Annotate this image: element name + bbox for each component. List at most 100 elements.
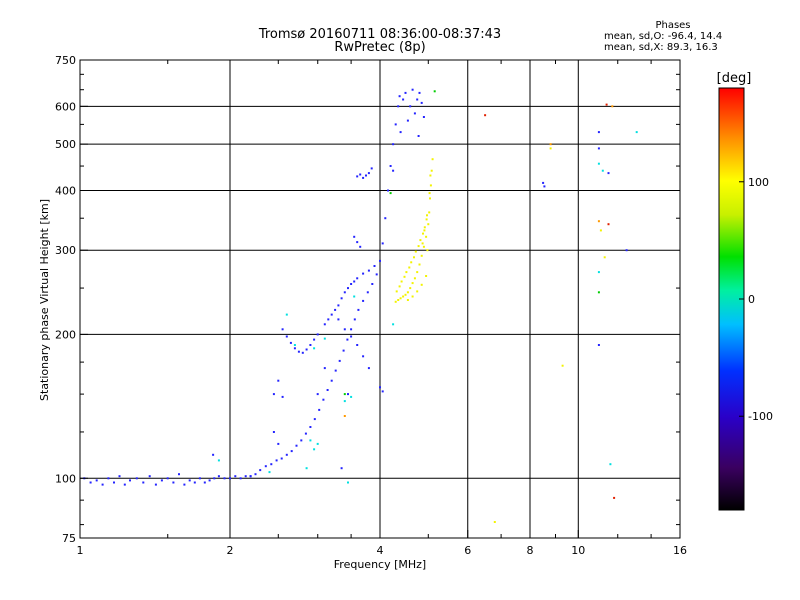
data-point [389, 192, 392, 195]
data-point [601, 169, 604, 172]
data-point [213, 477, 216, 480]
data-point [277, 379, 280, 382]
data-point [217, 459, 220, 462]
data-point [123, 483, 126, 486]
data-point [327, 318, 330, 321]
data-point [423, 229, 426, 232]
data-point [334, 308, 337, 311]
data-point [304, 432, 307, 435]
data-point [118, 475, 121, 478]
data-point [381, 390, 384, 393]
data-point [597, 271, 600, 274]
data-point [402, 295, 405, 298]
data-point [379, 259, 381, 262]
data-point [316, 333, 319, 336]
data-point [350, 335, 353, 338]
data-point [427, 223, 430, 226]
data-point [154, 483, 157, 486]
data-point [313, 347, 316, 350]
data-point [101, 483, 104, 486]
data-point [95, 479, 98, 482]
y-tick-label: 75 [62, 532, 76, 545]
data-point [414, 250, 417, 253]
data-point [281, 328, 284, 331]
data-point [429, 184, 432, 187]
data-point [350, 395, 353, 398]
data-point [406, 119, 409, 122]
data-point [313, 338, 316, 341]
data-point [183, 483, 186, 486]
data-point [597, 344, 600, 346]
data-point [313, 448, 316, 451]
data-point [129, 479, 131, 482]
data-point [394, 300, 397, 303]
colorbar-tick-label: 0 [748, 293, 755, 306]
data-point [428, 192, 431, 195]
phases-info: Phases mean, sd,O: -96.4, 14.4 mean, sd,… [604, 20, 722, 53]
data-point [597, 147, 600, 150]
data-point [409, 287, 412, 290]
data-point [259, 469, 262, 472]
data-point [609, 463, 612, 466]
data-point [389, 165, 392, 167]
data-point [413, 256, 415, 259]
data-point [342, 349, 345, 352]
data-point [420, 283, 423, 286]
data-point [293, 344, 296, 346]
data-point [597, 220, 600, 223]
data-point [392, 143, 395, 146]
data-point [270, 463, 273, 466]
data-point [188, 479, 191, 482]
data-point [330, 379, 333, 382]
data-point [277, 442, 280, 445]
data-point [217, 475, 220, 478]
data-point [625, 249, 628, 252]
data-point [371, 283, 374, 285]
data-point [353, 295, 356, 298]
data-point [322, 398, 325, 401]
data-point [323, 323, 326, 326]
data-point [350, 328, 353, 331]
data-point [607, 172, 610, 175]
data-point [323, 367, 326, 370]
data-point [611, 105, 614, 108]
data-point [330, 313, 333, 316]
data-point [347, 481, 349, 484]
x-tick-label: 6 [464, 544, 471, 557]
data-point [89, 481, 92, 484]
data-point [416, 98, 419, 101]
data-point [367, 269, 370, 272]
data-point [305, 467, 308, 470]
data-point [605, 103, 608, 106]
data-point [543, 185, 546, 188]
data-point [613, 496, 616, 499]
data-point [375, 273, 378, 276]
data-point [410, 261, 413, 264]
x-tick-label: 4 [377, 544, 384, 557]
data-point [399, 297, 402, 300]
y-tick-label: 400 [55, 184, 76, 197]
data-point [212, 453, 215, 456]
data-point [300, 439, 303, 442]
y-axis-label: Stationary phase Virtual Height [km] [38, 199, 51, 401]
data-point [426, 214, 428, 217]
data-point [425, 275, 428, 277]
data-point [384, 217, 387, 220]
data-point [399, 131, 402, 134]
data-point [635, 131, 638, 134]
colorbar-label: [deg] [717, 71, 752, 86]
colorbar-tick-label: 100 [748, 176, 769, 189]
data-point [264, 465, 267, 468]
data-point [316, 442, 319, 445]
y-tick-label: 500 [55, 138, 76, 151]
data-point [356, 344, 359, 346]
data-point [431, 158, 434, 161]
phases-x-mode: mean, sd,X: 89.3, 16.3 [604, 42, 718, 53]
data-point [356, 277, 359, 280]
data-point [408, 266, 411, 269]
data-point [297, 350, 300, 353]
data-point [343, 400, 346, 403]
data-point [549, 147, 552, 150]
data-point [229, 477, 231, 480]
